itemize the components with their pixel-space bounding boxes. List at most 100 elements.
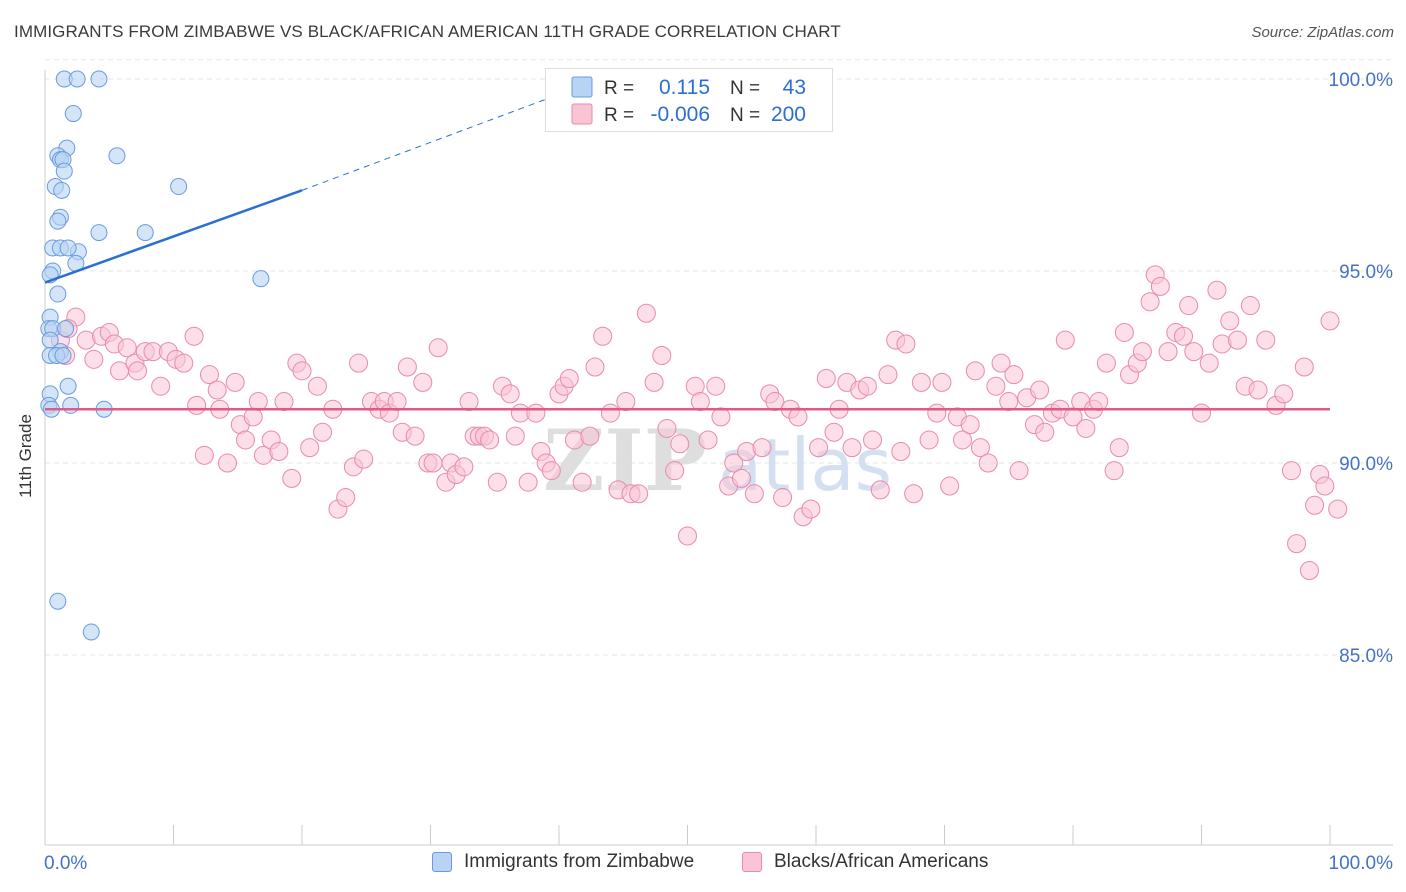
data-point-pink [657, 418, 677, 438]
data-point-pink [904, 484, 924, 504]
data-point-pink [541, 461, 561, 481]
data-point-pink [1076, 418, 1096, 438]
data-point-pink [1140, 292, 1160, 312]
data-point-pink [1227, 330, 1247, 350]
data-point-pink [1030, 380, 1050, 400]
legend-swatch-blue [432, 852, 452, 872]
data-point-pink [454, 457, 474, 477]
data-point-pink [965, 361, 985, 381]
data-point-pink [151, 376, 171, 396]
bottom-legend-label: Immigrants from Zimbabwe [464, 851, 695, 872]
bottom-legend-label: Blacks/African Americans [774, 851, 989, 872]
data-point-blue [108, 147, 126, 165]
data-point-pink [487, 472, 507, 492]
legend-swatch-pink [742, 852, 762, 872]
data-point-pink [690, 392, 710, 412]
data-point-pink [1328, 499, 1348, 519]
data-point-pink [652, 345, 672, 365]
data-point-pink [184, 326, 204, 346]
data-point-pink [1132, 342, 1152, 362]
data-point-pink [816, 369, 836, 389]
y-tick-label: 100.0% [1329, 70, 1394, 91]
y-tick-labels: 100.0% 95.0% 90.0% 85.0% [1329, 70, 1394, 667]
data-point-pink [1320, 311, 1340, 331]
data-point-pink [423, 453, 443, 473]
data-point-pink [896, 334, 916, 354]
data-point-pink [616, 392, 636, 412]
data-point-pink [1199, 353, 1219, 373]
legend-n-label: N = [730, 105, 760, 126]
data-point-pink [644, 372, 664, 392]
data-point-pink [857, 376, 877, 396]
data-point-blue [82, 623, 100, 641]
data-point-blue [252, 270, 270, 288]
data-point-pink [248, 392, 268, 412]
data-point-pink [217, 453, 237, 473]
data-point-pink [698, 430, 718, 450]
data-point-blue [90, 70, 108, 88]
data-point-pink [842, 438, 862, 458]
data-point-pink [629, 484, 649, 504]
data-point-pink [1114, 322, 1134, 342]
data-point-pink [752, 438, 772, 458]
data-point-pink [526, 403, 546, 423]
data-point-pink [128, 361, 148, 381]
data-point-blue [136, 224, 154, 242]
data-point-pink [559, 369, 579, 389]
data-point-blue [59, 377, 77, 395]
bottom-legend-item-black-african-americans: Blacks/African Americans [742, 851, 988, 873]
data-point-pink [505, 426, 525, 446]
bottom-legend-item-zimbabwe: Immigrants from Zimbabwe [432, 851, 694, 873]
data-point-blue [54, 346, 72, 364]
data-point-pink [1248, 380, 1268, 400]
data-point-pink [952, 430, 972, 450]
y-axis-label: 11th Grade [16, 414, 35, 498]
data-point-pink [1315, 476, 1335, 496]
data-point-pink [927, 403, 947, 423]
data-point-pink [711, 407, 731, 427]
data-point-pink [706, 376, 726, 396]
data-point-pink [117, 338, 137, 358]
data-point-pink [1281, 461, 1301, 481]
legend-swatch-pink [571, 103, 593, 125]
data-point-pink [1256, 330, 1276, 350]
data-point-pink [428, 338, 448, 358]
data-point-pink [397, 357, 417, 377]
data-point-pink [744, 484, 764, 504]
data-point-pink [1299, 561, 1319, 581]
data-point-pink [1192, 403, 1211, 423]
y-tick-label: 90.0% [1339, 454, 1393, 475]
data-point-pink [636, 303, 656, 323]
data-point-pink [1109, 438, 1129, 458]
data-point-pink [84, 349, 104, 369]
data-point-pink [518, 472, 538, 492]
data-point-pink [194, 445, 214, 465]
legend: R = 0.115 N = 43 R = -0.006 N = 200 [545, 68, 833, 132]
data-point-pink [863, 430, 883, 450]
data-point-pink [773, 488, 793, 508]
data-point-pink [187, 395, 207, 415]
data-point-pink [1207, 280, 1227, 300]
data-point-pink [891, 441, 911, 461]
chart-title: IMMIGRANTS FROM ZIMBABWE VS BLACK/AFRICA… [14, 22, 841, 41]
data-point-pink [1055, 330, 1075, 350]
data-point-pink [665, 461, 685, 481]
data-point-blue [90, 224, 108, 242]
data-point-blue [53, 181, 71, 199]
data-point-pink [788, 407, 808, 427]
data-point-pink [1004, 365, 1024, 385]
axes [44, 70, 1393, 846]
data-point-pink [225, 372, 245, 392]
data-point-pink [670, 434, 690, 454]
data-point-pink [580, 426, 600, 446]
data-point-pink [878, 365, 898, 385]
data-point-pink [459, 392, 479, 412]
data-point-pink [300, 438, 320, 458]
data-point-pink [1240, 296, 1260, 316]
data-point-pink [307, 376, 327, 396]
data-point-pink [932, 372, 952, 392]
data-point-blue [64, 105, 82, 123]
legend-n-label: N = [730, 78, 760, 99]
data-point-pink [1089, 392, 1109, 412]
